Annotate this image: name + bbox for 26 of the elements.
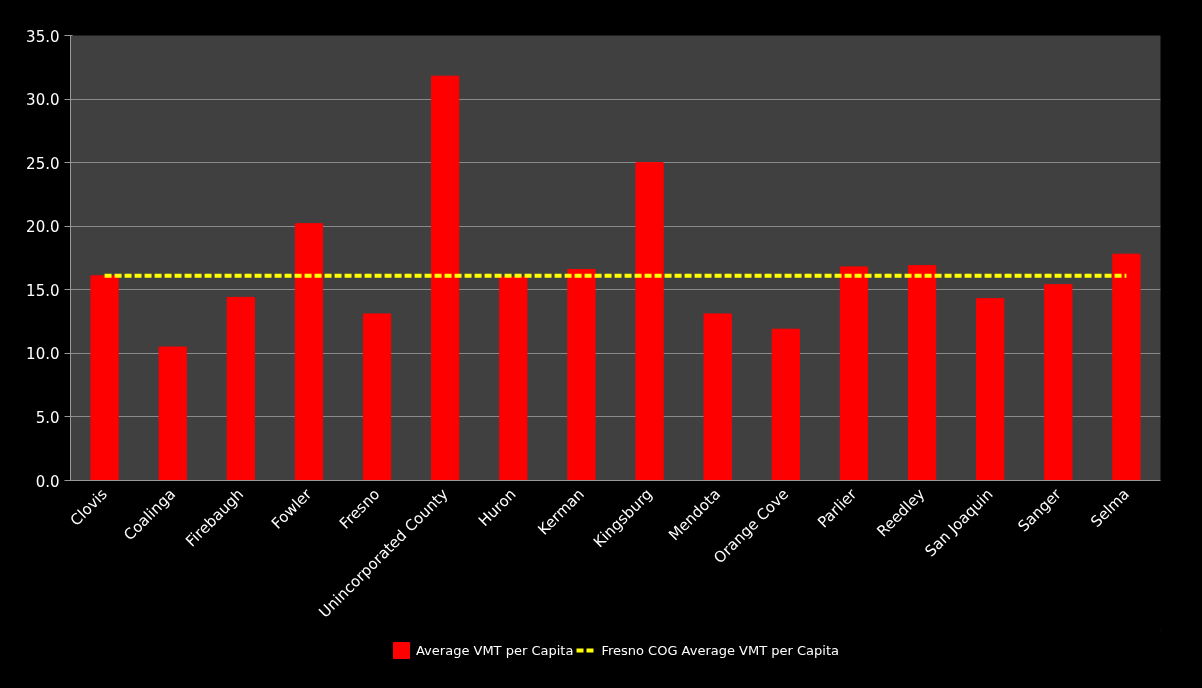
bar — [703, 313, 732, 481]
bar — [1044, 284, 1073, 481]
y-tick-label: 15.0 — [26, 281, 60, 300]
y-tick-label: 30.0 — [26, 91, 60, 110]
y-tick-label: 25.0 — [26, 154, 60, 173]
bar — [567, 268, 596, 481]
y-tick-label: 20.0 — [26, 218, 60, 237]
bar — [839, 266, 869, 481]
bar — [976, 298, 1005, 481]
legend-label: Fresno COG Average VMT per Capita — [601, 642, 840, 658]
bar — [771, 328, 800, 481]
y-tick-label: 35.0 — [26, 27, 60, 46]
bar — [1112, 253, 1141, 481]
bar — [158, 346, 187, 481]
bar — [431, 75, 460, 481]
bar — [907, 265, 937, 481]
bar — [362, 313, 392, 481]
bar — [635, 162, 664, 481]
legend-label: Average VMT per Capita — [415, 642, 574, 658]
bar — [499, 276, 528, 481]
y-tick-label: 0.0 — [35, 472, 60, 491]
y-tick-label: 5.0 — [35, 408, 60, 427]
bar — [90, 275, 119, 481]
bar — [226, 296, 255, 481]
bar — [294, 223, 324, 481]
y-tick-label: 10.0 — [26, 345, 60, 364]
